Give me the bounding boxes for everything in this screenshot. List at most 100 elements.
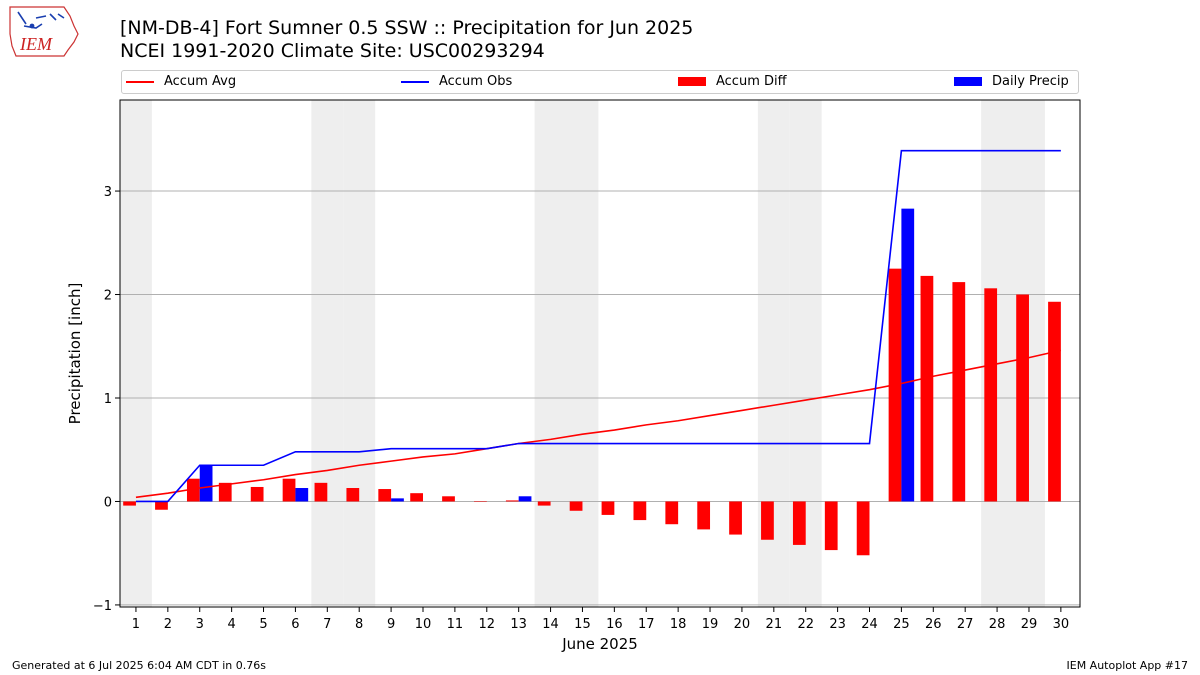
x-tick-label-1: 1 — [132, 617, 140, 632]
daily-precip-bar-day-3 — [199, 465, 213, 502]
lines — [135, 149, 1062, 503]
accum-diff-bar-day-5 — [250, 486, 264, 502]
legend-label-daily-precip: Daily Precip — [992, 74, 1069, 89]
accum-diff-bar-day-28 — [984, 288, 998, 502]
plot-frame — [119, 99, 1081, 608]
x-tick-label-24: 24 — [861, 617, 878, 632]
y-tick-label-1: 1 — [104, 392, 112, 407]
weekend-shade-day-7 — [311, 100, 344, 607]
chart-subtitle: NCEI 1991-2020 Climate Site: USC00293294 — [120, 40, 545, 62]
x-tick-label-30: 30 — [1053, 617, 1070, 632]
x-tick-label-6: 6 — [291, 617, 299, 632]
accum-diff-bar-day-12 — [474, 501, 487, 502]
accum-diff-bar-day-26 — [920, 275, 934, 502]
accum-diff-bar-day-23 — [824, 501, 838, 551]
x-tick-label-22: 22 — [797, 617, 814, 632]
accum-diff-bar-day-10 — [410, 493, 423, 502]
daily-precip-bar-day-9 — [391, 498, 404, 502]
daily-precip-bar-day-6 — [295, 488, 309, 502]
legend-swatch-accum-obs — [401, 80, 429, 83]
accum-diff-bar-day-22 — [792, 501, 806, 545]
accum-diff-bar-day-2 — [155, 501, 168, 510]
accum-diff-bar-day-17 — [633, 501, 647, 521]
logo-text: IEM — [19, 34, 53, 54]
accum-diff-bar-day-15 — [569, 501, 583, 511]
accum-diff-bar-day-3 — [186, 478, 200, 502]
x-tick-label-2: 2 — [164, 617, 172, 632]
accum-diff-bar-day-24 — [856, 501, 870, 556]
x-tick-label-15: 15 — [574, 617, 591, 632]
legend-swatch-accum-diff — [678, 77, 706, 86]
accum-diff-bar-day-8 — [346, 488, 360, 502]
legend-swatch-daily-precip — [954, 77, 982, 86]
x-tick-label-16: 16 — [606, 617, 623, 632]
accum-diff-bar-day-11 — [442, 496, 455, 502]
x-tick-label-18: 18 — [670, 617, 687, 632]
x-axis-label: June 2025 — [561, 635, 638, 653]
accum-diff-bar-day-6 — [282, 478, 296, 502]
weekend-shade-day-14 — [534, 100, 567, 607]
accum-diff-bar-day-13 — [505, 500, 519, 502]
legend-label-accum-diff: Accum Diff — [716, 74, 787, 89]
accum-diff-bar-day-21 — [761, 501, 774, 540]
daily-precip-bar-day-13 — [518, 496, 532, 502]
y-tick-label-0: 0 — [104, 495, 112, 510]
accum-diff-bar-day-18 — [665, 501, 679, 525]
accum-obs-line — [135, 149, 1061, 503]
x-tick-label-23: 23 — [829, 617, 846, 632]
x-tick-label-8: 8 — [355, 617, 363, 632]
x-tick-label-20: 20 — [734, 617, 751, 632]
x-tick-label-14: 14 — [542, 617, 559, 632]
footer-generated: Generated at 6 Jul 2025 6:04 AM CDT in 0… — [12, 659, 266, 672]
legend-item-accum-diff: Accum Diff — [678, 74, 787, 89]
y-tick-label--1: −1 — [93, 599, 112, 614]
legend-item-daily-precip: Daily Precip — [954, 74, 1069, 89]
legend-item-accum-avg: Accum Avg — [126, 74, 236, 89]
x-tick-label-10: 10 — [415, 617, 432, 632]
iem-logo: IEM — [9, 6, 79, 57]
weekend-shade-day-15 — [566, 100, 599, 607]
x-tick-label-29: 29 — [1021, 617, 1038, 632]
x-tick-label-4: 4 — [227, 617, 235, 632]
legend-label-accum-obs: Accum Obs — [439, 74, 513, 89]
accum-diff-bar-day-30 — [1048, 301, 1061, 502]
grid-lines — [120, 190, 1080, 606]
weekend-shade-day-1 — [120, 100, 152, 607]
y-tick-label-2: 2 — [104, 289, 112, 304]
x-tick-label-19: 19 — [702, 617, 719, 632]
x-tick-label-26: 26 — [925, 617, 942, 632]
x-tick-label-28: 28 — [989, 617, 1006, 632]
x-tick-label-25: 25 — [893, 617, 910, 632]
accum-diff-bar-day-29 — [1016, 294, 1029, 502]
accum-diff-bar-day-4 — [218, 482, 232, 502]
y-tick-label-3: 3 — [104, 185, 112, 200]
x-tick-label-5: 5 — [259, 617, 267, 632]
accum-diff-bar-day-27 — [952, 282, 966, 502]
accum-diff-bar-day-16 — [601, 501, 615, 515]
y-axis-label: Precipitation [inch] — [66, 283, 84, 425]
accum-diff-bar-day-9 — [378, 489, 392, 502]
x-tick-label-27: 27 — [957, 617, 974, 632]
footer-app: IEM Autoplot App #17 — [1066, 659, 1189, 672]
legend-swatch-accum-avg — [126, 80, 154, 83]
x-tick-label-9: 9 — [387, 617, 395, 632]
accum-diff-bar-day-20 — [729, 501, 742, 535]
x-tick-label-7: 7 — [323, 617, 331, 632]
legend-label-accum-avg: Accum Avg — [164, 74, 237, 89]
x-tick-label-21: 21 — [766, 617, 783, 632]
x-tick-label-12: 12 — [479, 617, 496, 632]
accum-diff-bar-day-19 — [697, 501, 711, 530]
weekend-shade-day-8 — [343, 100, 376, 607]
accum-diff-bar-day-14 — [537, 501, 551, 506]
daily-precip-bar-day-25 — [901, 208, 915, 502]
x-tick-label-3: 3 — [196, 617, 204, 632]
x-tick-label-17: 17 — [638, 617, 655, 632]
x-tick-label-11: 11 — [447, 617, 464, 632]
accum-avg-line — [135, 349, 1062, 499]
x-tick-label-13: 13 — [510, 617, 527, 632]
chart-title: [NM-DB-4] Fort Sumner 0.5 SSW :: Precipi… — [120, 17, 694, 39]
accum-diff-bar-day-1 — [123, 501, 136, 506]
legend-item-accum-obs: Accum Obs — [401, 74, 512, 89]
